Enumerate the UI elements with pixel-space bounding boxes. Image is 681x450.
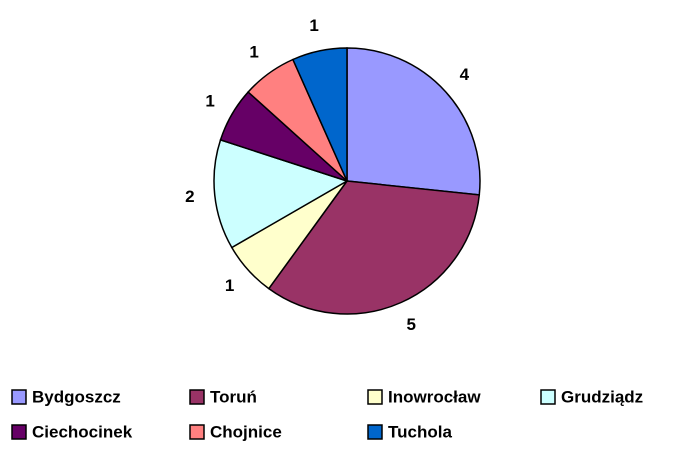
legend-swatch (189, 389, 205, 405)
legend-label: Tuchola (388, 422, 452, 441)
legend-swatch (367, 424, 383, 440)
pie-slice (267, 180, 481, 315)
legend-swatch (367, 389, 383, 405)
data-label: 2 (185, 187, 194, 206)
legend-swatch (540, 389, 556, 405)
data-label: 4 (460, 65, 470, 84)
data-label: 1 (205, 91, 214, 110)
legend-label: Bydgoszcz (32, 387, 121, 406)
data-label: 1 (225, 276, 234, 295)
data-label: 1 (309, 16, 318, 35)
legend-label: Ciechocinek (32, 422, 133, 441)
data-label: 1 (249, 43, 258, 62)
legend-swatch (189, 424, 205, 440)
pie-slice (213, 138, 349, 249)
data-label: 5 (407, 315, 416, 334)
legend-swatch (11, 424, 27, 440)
legend-swatch (11, 389, 27, 405)
legend-label: Grudziądz (561, 387, 643, 406)
legend-label: Inowrocław (388, 387, 481, 406)
legend-label: Toruń (210, 387, 257, 406)
pie-slice (346, 47, 481, 196)
pie-slice (291, 47, 348, 182)
legend-label: Chojnice (210, 422, 282, 441)
